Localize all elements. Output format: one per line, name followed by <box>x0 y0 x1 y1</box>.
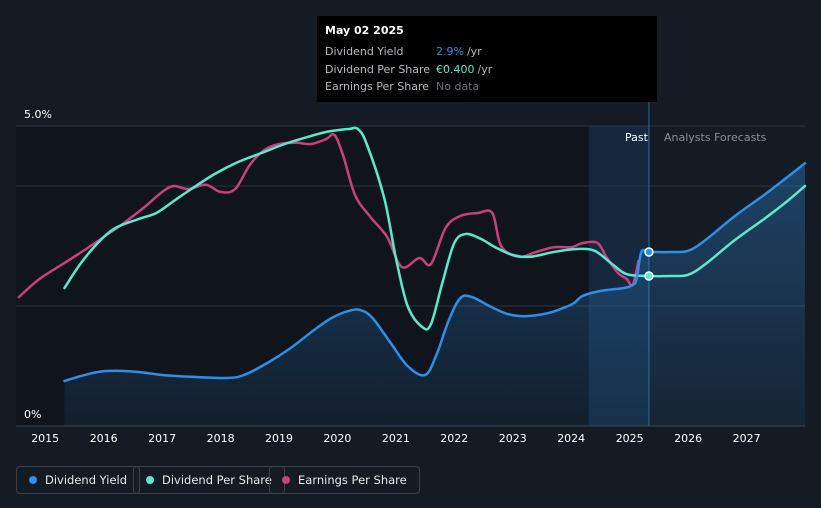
x-tick-label: 2015 <box>31 432 60 445</box>
legend-item-dividend-per-share[interactable]: Dividend Per Share <box>133 466 285 494</box>
tooltip-label: Dividend Per Share <box>325 62 431 76</box>
past-label: Past <box>625 131 648 144</box>
dividend-yield-area <box>64 163 805 426</box>
tooltip-label: Dividend Yield <box>325 45 404 59</box>
x-tick-label: 2024 <box>557 432 586 445</box>
tooltip: May 02 2025 Dividend Yield 2.9% /yr Divi… <box>317 16 657 102</box>
tooltip-unit: /yr <box>477 62 493 76</box>
x-tick-label: 2023 <box>498 432 527 445</box>
tooltip-unit: /yr <box>466 45 482 59</box>
tooltip-value: No data <box>436 80 480 94</box>
legend-dot-icon <box>29 476 37 484</box>
legend-item-earnings-per-share[interactable]: Earnings Per Share <box>269 466 420 494</box>
legend-dot-icon <box>146 476 154 484</box>
dividend-per-share-hover-point <box>644 271 654 281</box>
tooltip-date: May 02 2025 <box>325 24 404 37</box>
y-tick-label-bottom: 0% <box>24 408 42 421</box>
forecast-label: Analysts Forecasts <box>664 131 767 144</box>
tooltip-label: Earnings Per Share <box>325 80 430 94</box>
legend-dot-icon <box>282 476 290 484</box>
tooltip-row-dividend-yield: Dividend Yield 2.9% /yr <box>325 43 649 61</box>
earnings-per-share-line <box>17 133 640 299</box>
legend-label: Dividend Per Share <box>162 473 272 487</box>
x-tick-label: 2026 <box>674 432 703 445</box>
tooltip-value: 2.9% <box>436 45 464 59</box>
dividend-yield-hover-point <box>644 247 654 257</box>
x-tick-label: 2019 <box>265 432 293 445</box>
x-tick-label: 2016 <box>89 432 118 445</box>
tooltip-row-earnings-per-share: Earnings Per Share No data <box>325 78 649 96</box>
x-tick-label: 2020 <box>323 432 352 445</box>
x-tick-label: 2018 <box>206 432 235 445</box>
tooltip-row-dividend-per-share: Dividend Per Share €0.400 /yr <box>325 61 649 79</box>
tooltip-value: €0.400 <box>436 62 475 76</box>
x-tick-label: 2025 <box>615 432 644 445</box>
legend-item-dividend-yield[interactable]: Dividend Yield <box>16 466 141 494</box>
y-tick-label-top: 5.0% <box>24 108 52 121</box>
x-tick-label: 2021 <box>381 432 410 445</box>
x-tick-label: 2022 <box>440 432 469 445</box>
x-tick-label: 2027 <box>732 432 761 445</box>
legend-label: Dividend Yield <box>45 473 128 487</box>
legend-label: Earnings Per Share <box>298 473 407 487</box>
x-tick-label: 2017 <box>148 432 177 445</box>
